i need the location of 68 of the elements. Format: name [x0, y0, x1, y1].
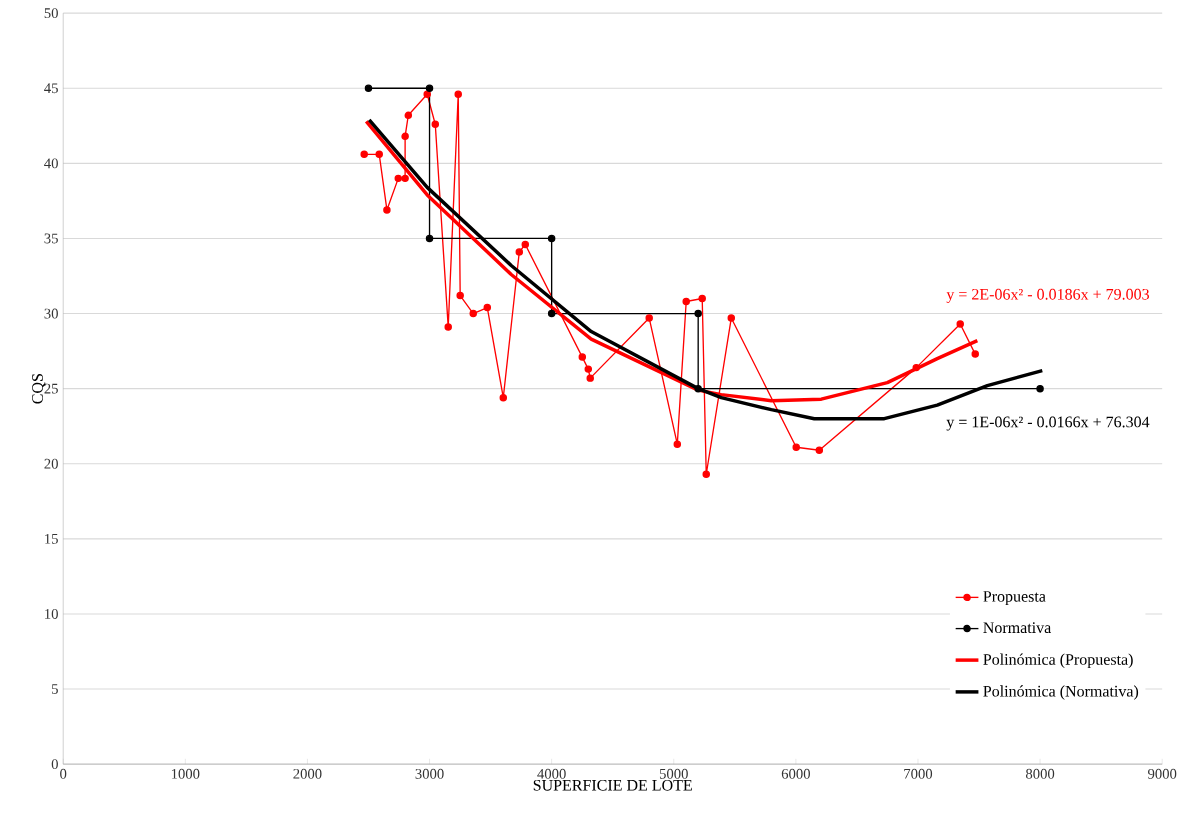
- y-tick-label: 40: [44, 158, 58, 169]
- point: [702, 470, 710, 478]
- point: [401, 132, 409, 141]
- x-tick-label: 6000: [781, 768, 810, 779]
- point: [521, 240, 530, 249]
- x-axis-title: SUPERFICIE DE LOTE: [533, 779, 692, 791]
- point: [584, 365, 593, 373]
- annotation: y = 2E-06x² - 0.0186x + 79.003: [946, 288, 1149, 303]
- point: [456, 291, 464, 300]
- point: [815, 446, 824, 454]
- x-tick-label: 8000: [1025, 768, 1055, 779]
- y-tick-label: 35: [44, 233, 58, 244]
- point: [586, 374, 594, 382]
- point: [394, 174, 403, 183]
- point: [423, 90, 431, 98]
- point: [645, 314, 653, 322]
- point: [375, 150, 383, 159]
- legend-label: Propuesta: [983, 591, 1046, 606]
- point: [360, 150, 368, 159]
- x-tick-label: 2000: [293, 768, 322, 779]
- point: [431, 120, 440, 129]
- y-tick-label: 30: [44, 308, 58, 319]
- point: [956, 320, 964, 328]
- point: [425, 234, 434, 243]
- point: [578, 353, 587, 361]
- legend-label: Polinómica (Normativa): [983, 685, 1139, 700]
- point: [912, 363, 920, 372]
- point: [694, 384, 702, 393]
- point: [727, 314, 736, 322]
- y-axis-title: CQS: [32, 374, 46, 404]
- y-tick-label: 20: [44, 458, 58, 469]
- y-tick-label: 5: [52, 684, 58, 694]
- x-tick-label: 4000: [537, 768, 566, 779]
- point: [454, 90, 462, 98]
- point: [383, 206, 391, 214]
- point: [547, 234, 556, 243]
- point: [792, 443, 800, 451]
- y-tick-label: 0: [51, 759, 58, 770]
- x-tick-label: 0: [60, 768, 67, 779]
- point: [401, 174, 409, 183]
- point: [425, 84, 434, 92]
- x-tick-label: 3000: [415, 768, 444, 779]
- x-tick-label: 7000: [904, 768, 933, 779]
- point: [404, 111, 413, 120]
- point: [499, 393, 508, 402]
- point: [682, 297, 690, 306]
- y-tick-label: 10: [45, 609, 58, 619]
- x-tick-label: 1000: [171, 768, 200, 779]
- annotation: y = 1E-06x² - 0.0166x + 76.304: [946, 416, 1150, 431]
- point: [444, 323, 452, 331]
- point: [694, 309, 702, 318]
- point: [971, 350, 979, 358]
- point: [698, 294, 706, 303]
- point: [515, 248, 524, 256]
- legend-label: Polinómica (Propuesta): [983, 653, 1133, 669]
- x-tick-label: 5000: [659, 768, 688, 779]
- y-tick-label: 15: [45, 533, 58, 544]
- point: [673, 440, 682, 448]
- y-tick-label: 25: [44, 383, 58, 394]
- point: [364, 84, 373, 92]
- point: [1036, 384, 1044, 393]
- point: [469, 309, 477, 318]
- legend-label: Normativa: [983, 622, 1052, 634]
- x-tick-label: 9000: [1148, 768, 1177, 779]
- y-tick-label: 45: [44, 83, 58, 94]
- point: [483, 303, 492, 312]
- point: [547, 309, 556, 318]
- y-tick-label: 50: [44, 8, 58, 19]
